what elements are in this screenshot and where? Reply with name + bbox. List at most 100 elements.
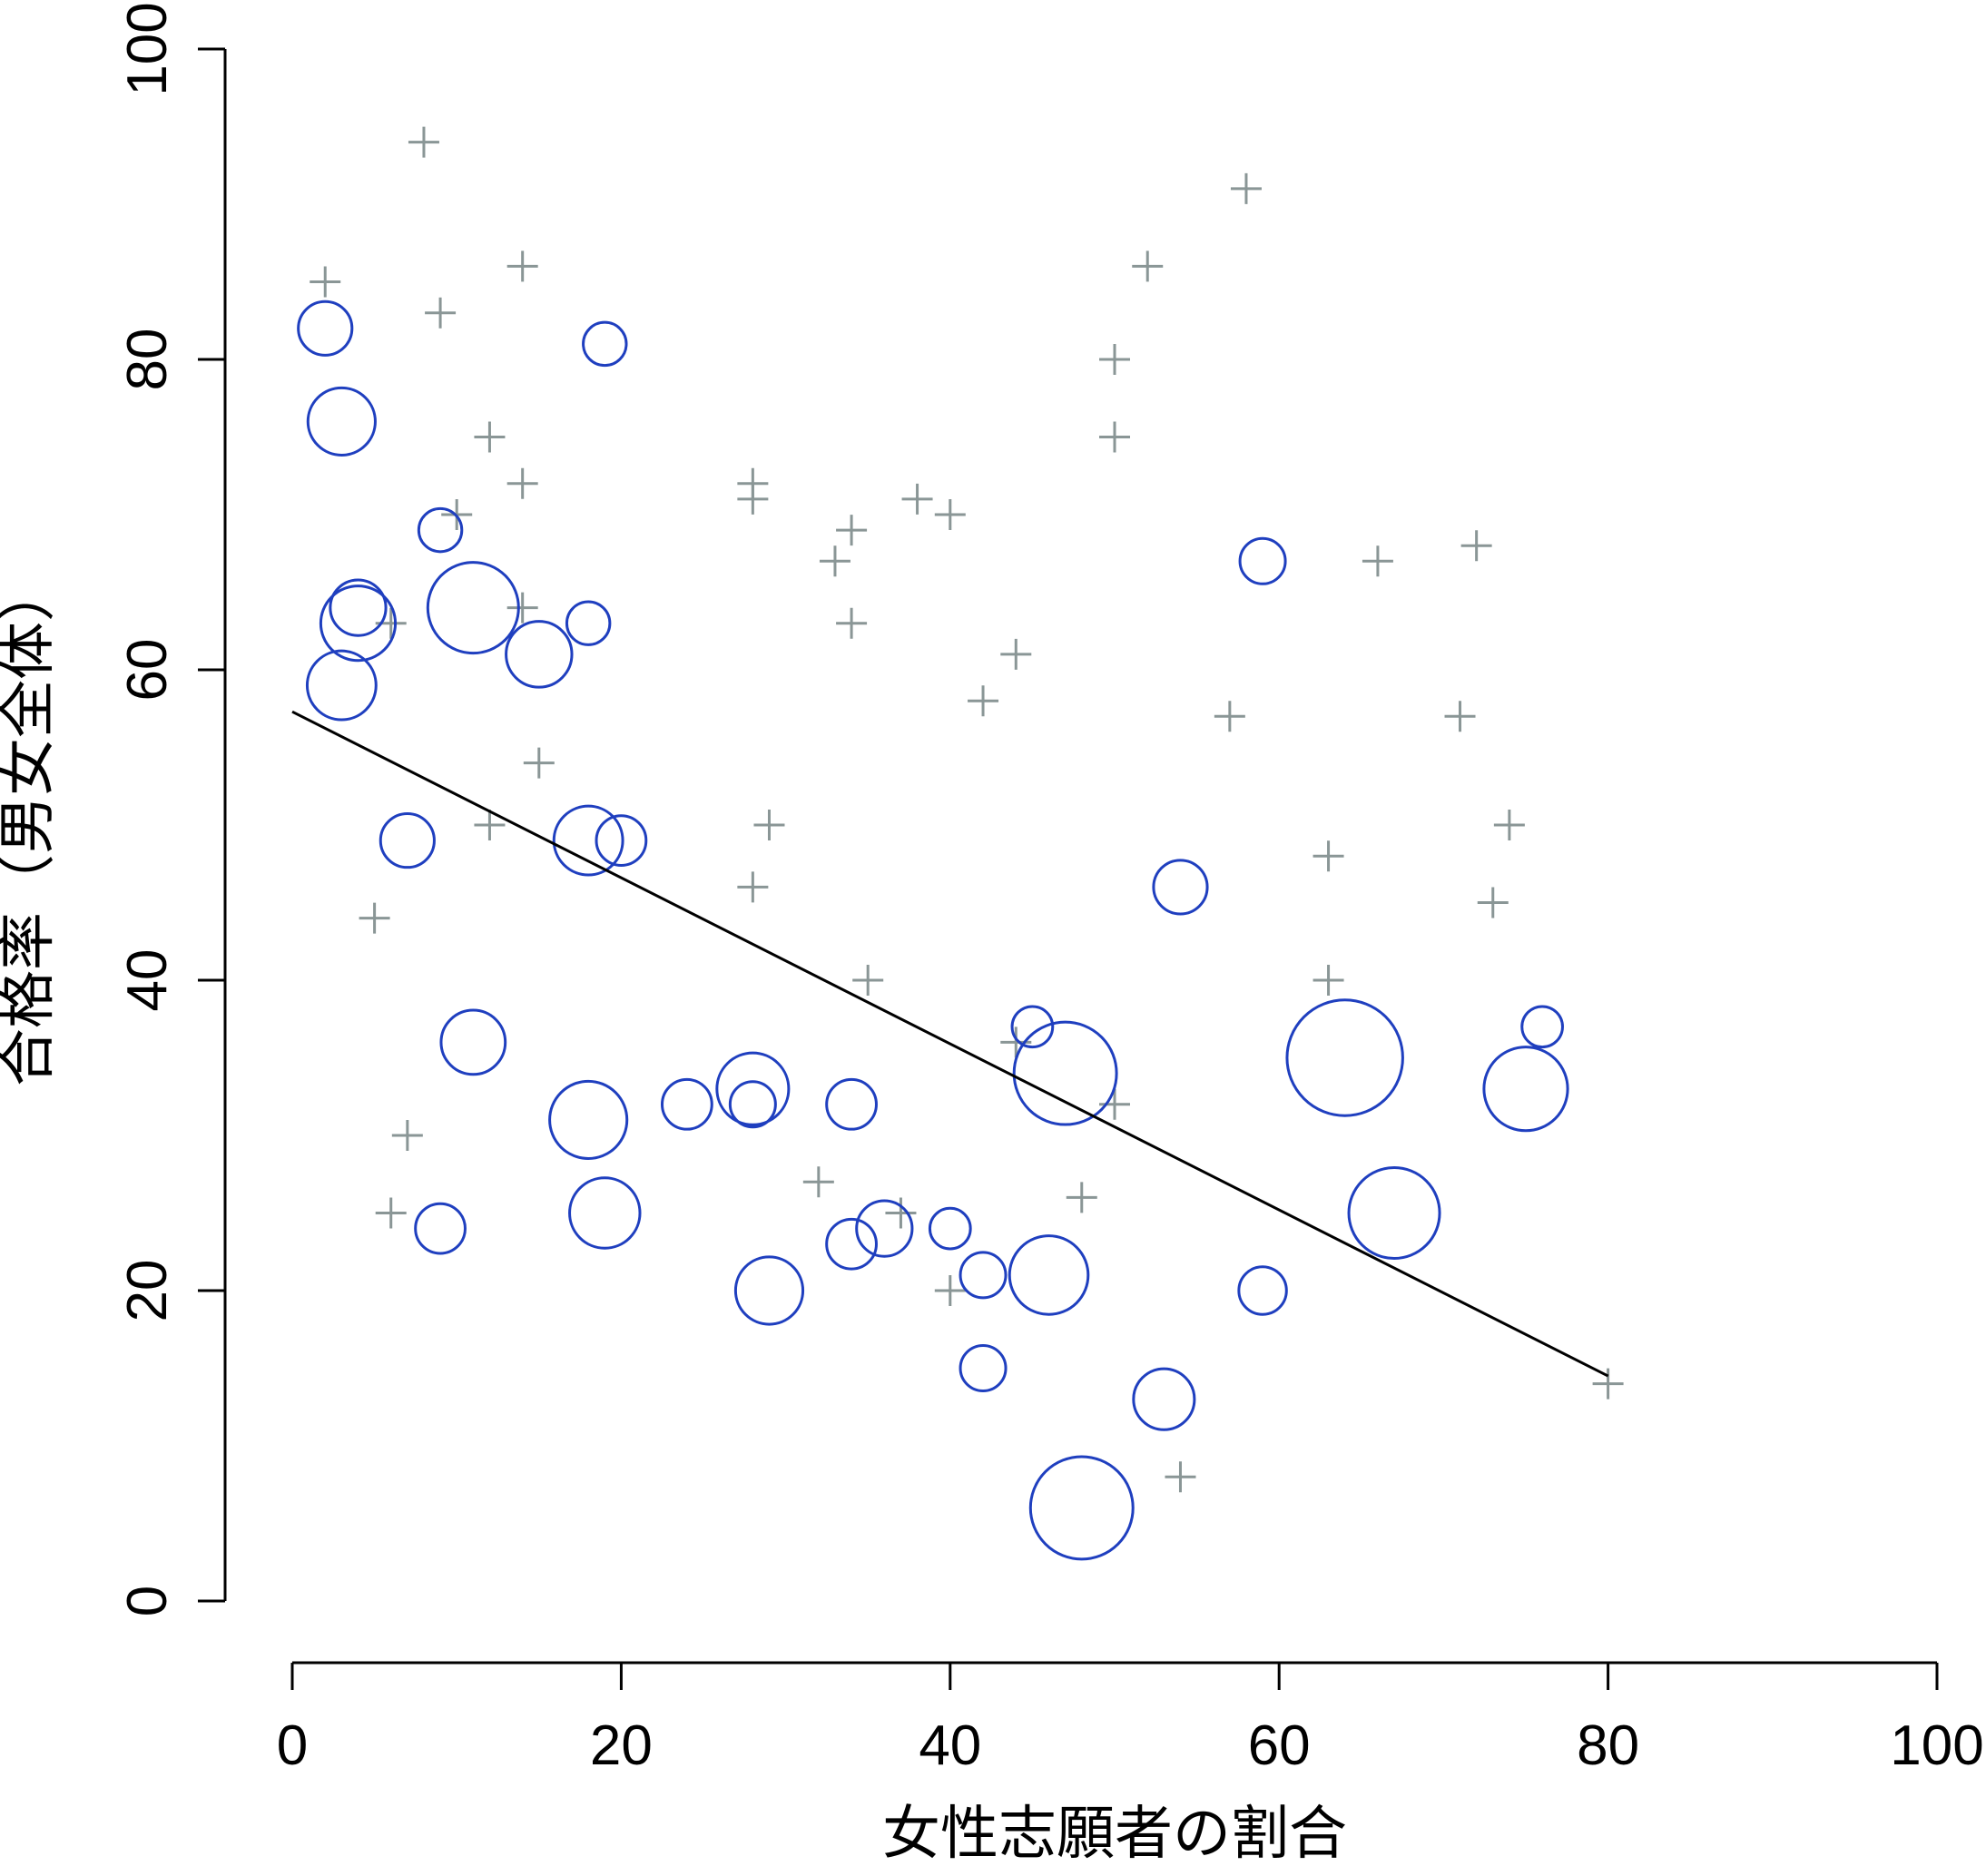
plus-marker bbox=[1000, 1026, 1032, 1058]
plus-marker bbox=[737, 483, 769, 515]
plus-marker bbox=[523, 747, 555, 779]
circle-marker bbox=[660, 1077, 713, 1131]
plus-markers bbox=[310, 126, 1624, 1493]
circle-marker bbox=[733, 1255, 805, 1326]
circle-marker bbox=[1482, 1046, 1569, 1133]
circle-marker bbox=[825, 1077, 878, 1131]
plus-marker bbox=[934, 499, 966, 530]
x-tick-label: 100 bbox=[1890, 1714, 1983, 1777]
circle-marker bbox=[582, 320, 628, 368]
circle-marker bbox=[1238, 536, 1287, 585]
plus-marker bbox=[1477, 887, 1509, 918]
plus-marker bbox=[885, 1197, 917, 1229]
plus-marker bbox=[753, 810, 785, 840]
circle-marker bbox=[319, 584, 398, 663]
plus-marker bbox=[310, 266, 341, 298]
circle-marker bbox=[855, 1199, 914, 1258]
plus-marker bbox=[474, 810, 506, 840]
plus-marker bbox=[934, 1275, 966, 1306]
plus-marker bbox=[1493, 810, 1525, 840]
circle-marker bbox=[1237, 1265, 1288, 1316]
plus-marker bbox=[819, 545, 850, 577]
circle-marker bbox=[305, 649, 378, 722]
tick-labels: 0 20 40 60 80 100 0 20 40 60 80 100 bbox=[116, 2, 1984, 1777]
plus-marker bbox=[1000, 638, 1032, 670]
y-tick-label: 80 bbox=[116, 329, 179, 391]
circle-marker bbox=[595, 814, 648, 867]
plus-marker bbox=[1362, 545, 1393, 577]
circle-marker bbox=[1012, 1020, 1118, 1126]
plus-marker bbox=[901, 483, 933, 515]
plus-marker bbox=[1230, 172, 1262, 204]
circle-marker bbox=[568, 1176, 642, 1250]
circle-marker bbox=[1028, 1455, 1135, 1561]
circle-marker bbox=[715, 1051, 791, 1126]
circle-marker bbox=[959, 1251, 1008, 1300]
x-tick-label: 40 bbox=[919, 1714, 981, 1777]
circle-marker bbox=[565, 600, 612, 646]
circle-marker bbox=[414, 1202, 467, 1255]
circle-markers bbox=[297, 300, 1569, 1561]
circle-marker bbox=[297, 300, 354, 357]
plus-marker bbox=[836, 515, 868, 546]
y-tick-label: 40 bbox=[116, 949, 179, 1012]
circle-marker bbox=[1347, 1166, 1441, 1260]
circle-marker bbox=[1010, 1005, 1055, 1049]
circle-marker bbox=[329, 578, 388, 637]
plus-marker bbox=[1099, 421, 1130, 453]
plus-marker bbox=[836, 607, 868, 639]
circle-marker bbox=[1152, 859, 1209, 916]
plus-marker bbox=[1132, 250, 1164, 282]
plus-marker bbox=[474, 421, 506, 453]
plus-marker bbox=[968, 685, 999, 717]
plus-marker bbox=[802, 1166, 834, 1198]
plus-marker bbox=[1066, 1182, 1097, 1213]
circle-marker bbox=[1008, 1234, 1090, 1316]
regression-line-group bbox=[291, 710, 1609, 1378]
y-tick-label: 60 bbox=[116, 639, 179, 702]
plus-marker bbox=[1460, 530, 1492, 562]
x-tick-label: 80 bbox=[1577, 1714, 1639, 1777]
plus-marker bbox=[1099, 344, 1130, 375]
plus-marker bbox=[1444, 701, 1476, 732]
plus-marker bbox=[737, 871, 769, 903]
circle-marker bbox=[552, 804, 624, 877]
plus-marker bbox=[1214, 701, 1245, 732]
circle-marker bbox=[928, 1206, 972, 1251]
circle-marker bbox=[417, 506, 464, 554]
plus-marker bbox=[506, 250, 538, 282]
plus-marker bbox=[1099, 1088, 1130, 1120]
plus-marker bbox=[1313, 965, 1344, 996]
circle-marker bbox=[439, 1008, 507, 1076]
circle-marker bbox=[426, 561, 520, 655]
plus-marker bbox=[852, 965, 884, 996]
x-axis-title: 女性志願者の割合 bbox=[882, 1801, 1347, 1868]
y-axis-title: 合格率（男女全体） bbox=[0, 564, 62, 1086]
plus-marker bbox=[408, 126, 439, 158]
plus-marker bbox=[425, 297, 457, 329]
plus-marker bbox=[506, 467, 538, 499]
y-tick-label: 100 bbox=[116, 2, 179, 95]
circle-marker bbox=[306, 386, 377, 457]
x-tick-label: 20 bbox=[590, 1714, 653, 1777]
y-tick-label: 0 bbox=[116, 1586, 179, 1616]
circle-marker bbox=[728, 1080, 777, 1129]
x-tick-label: 60 bbox=[1248, 1714, 1311, 1777]
regression-line bbox=[291, 710, 1609, 1378]
plus-marker bbox=[375, 1197, 407, 1229]
plus-marker bbox=[1592, 1368, 1624, 1400]
plus-marker bbox=[391, 1120, 423, 1151]
plus-marker bbox=[1165, 1461, 1196, 1493]
circle-marker bbox=[1132, 1367, 1196, 1431]
circle-marker bbox=[825, 1217, 878, 1271]
y-tick-label: 20 bbox=[116, 1260, 179, 1322]
circle-marker bbox=[548, 1079, 629, 1160]
circle-marker bbox=[1285, 998, 1404, 1117]
plus-marker bbox=[359, 902, 390, 934]
plus-marker bbox=[506, 592, 538, 624]
plus-marker bbox=[1313, 840, 1344, 872]
axes bbox=[198, 47, 1939, 1690]
circle-marker bbox=[379, 812, 436, 869]
x-tick-label: 0 bbox=[277, 1714, 308, 1777]
